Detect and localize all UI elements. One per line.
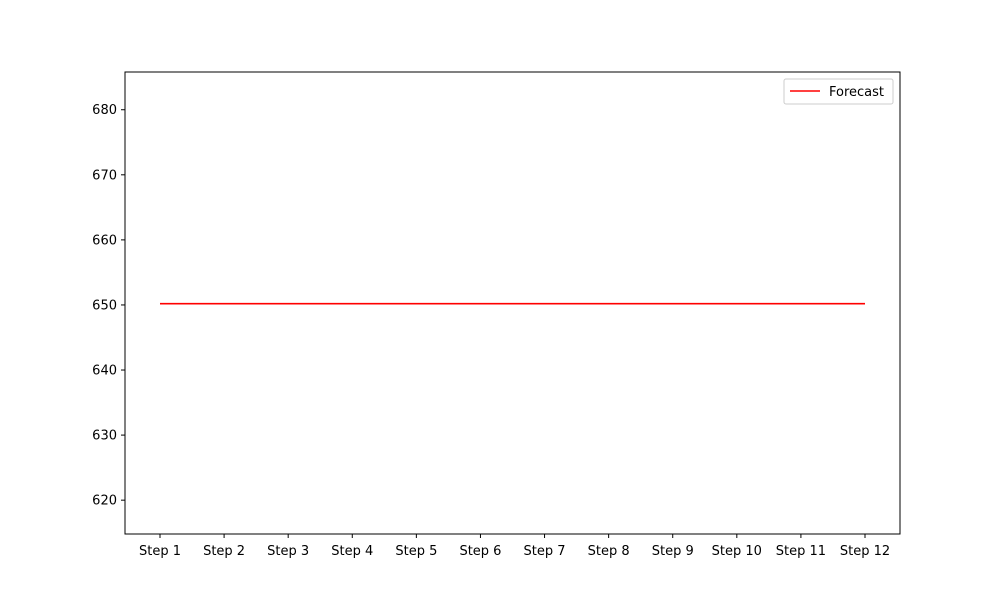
x-tick-label: Step 9 xyxy=(652,544,694,559)
legend: Forecast xyxy=(783,78,894,105)
y-tick-label: 640 xyxy=(92,364,117,379)
x-tick-label: Step 3 xyxy=(267,544,309,559)
x-tick-label: Step 5 xyxy=(395,544,437,559)
x-tick-label: Step 2 xyxy=(203,544,245,559)
x-tick-label: Step 7 xyxy=(524,544,566,559)
legend-box xyxy=(783,78,894,105)
x-tick-label: Step 8 xyxy=(588,544,630,559)
y-tick-label: 630 xyxy=(92,429,117,444)
y-tick-label: 660 xyxy=(92,233,117,248)
legend-label-forecast: Forecast xyxy=(829,85,884,100)
x-tick-label: Step 11 xyxy=(776,544,826,559)
axes-frame xyxy=(124,71,901,535)
y-tick-label: 650 xyxy=(92,298,117,313)
x-tick-label: Step 12 xyxy=(840,544,890,559)
x-tick-label: Step 4 xyxy=(331,544,373,559)
x-tick-label: Step 6 xyxy=(459,544,501,559)
y-tick-label: 620 xyxy=(92,494,117,509)
x-tick-label: Step 10 xyxy=(712,544,762,559)
axes: 620 630 640 650 660 670 680 Step 1 Step 2 Step 3 S… xyxy=(92,71,901,559)
y-tick-label: 670 xyxy=(92,168,117,183)
y-tick-label: 680 xyxy=(92,103,117,118)
x-tick-label: Step 1 xyxy=(139,544,181,559)
